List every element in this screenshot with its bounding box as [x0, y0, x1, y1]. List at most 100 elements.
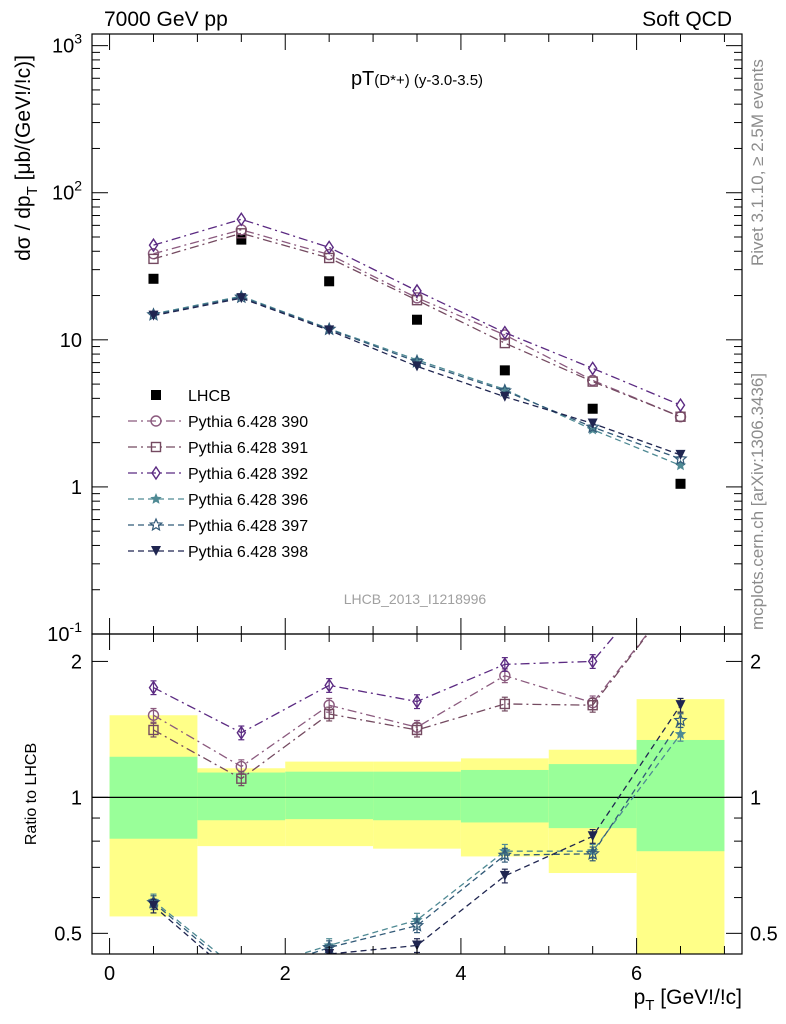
data-point	[673, 451, 688, 466]
ratio-point	[324, 678, 335, 693]
data-point	[148, 273, 159, 284]
ratio-point	[585, 846, 600, 860]
ratio-point	[587, 699, 598, 711]
main-series-group	[146, 212, 688, 489]
legend-marker	[151, 465, 161, 481]
data-point	[499, 325, 510, 340]
ratio-series-5	[148, 697, 686, 987]
ratio-point	[148, 724, 159, 736]
legend-label: LHCB	[188, 388, 231, 405]
ratio-point	[676, 587, 685, 596]
data-point	[324, 240, 335, 255]
ratio-series-0	[147, 587, 686, 775]
series-3	[148, 212, 686, 413]
stat-uncertainty-band	[636, 739, 725, 852]
legend-marker	[148, 517, 164, 532]
ratio-y-tick-label-right: 2	[750, 651, 761, 673]
y-tick-label: 1	[71, 477, 82, 499]
ratio-point	[409, 918, 425, 932]
ratio-point	[673, 712, 688, 727]
data-point	[148, 237, 159, 253]
header-left: 7000 GeV pp	[104, 8, 228, 31]
stat-uncertainty-band	[285, 771, 374, 820]
ratio-y-axis-title: Ratio to LHCB	[23, 743, 40, 845]
legend-marker	[150, 415, 162, 427]
data-point	[148, 253, 159, 265]
stat-uncertainty-band	[548, 764, 637, 829]
data-point	[587, 361, 598, 376]
ratio-point	[323, 708, 335, 720]
data-point	[236, 293, 247, 304]
legend-label: Pythia 6.428 392	[188, 466, 308, 483]
y-tick-label: 103	[52, 31, 82, 58]
ratio-point	[499, 657, 510, 672]
data-point	[587, 376, 598, 387]
ratio-bands	[109, 699, 725, 954]
ratio-point	[148, 900, 159, 911]
ratio-y-tick-label-right: 1	[750, 787, 761, 809]
y-axis-title: dσ / dpT [μb/(GeV!/!c)]	[12, 55, 41, 261]
reference-label: mcplots.cern.ch [arXiv:1306.3436]	[748, 372, 767, 630]
ratio-series-2	[148, 634, 617, 741]
ratio-point	[674, 728, 687, 740]
legend-label: Pythia 6.428 398	[188, 544, 308, 561]
ratio-point	[236, 971, 247, 982]
ratio-y-tick-label: 1	[71, 787, 82, 809]
ratio-y-tick-label: 0.5	[54, 923, 82, 945]
ratio-point	[412, 694, 422, 709]
series-line	[153, 218, 681, 406]
ratio-y-axis: 0.5 0.5 1 1 2 2	[54, 651, 778, 945]
series-0	[148, 234, 686, 489]
legend-label: Pythia 6.428 390	[188, 414, 308, 431]
ratio-point	[236, 725, 247, 741]
ratio-point	[499, 698, 511, 710]
data-point	[324, 325, 335, 336]
data-point	[587, 418, 598, 429]
x-tick-label: 4	[455, 963, 466, 985]
legend-marker	[150, 441, 162, 453]
ratio-y-tick-label-right: 0.5	[750, 923, 778, 945]
legend-marker	[150, 493, 162, 504]
x-tick-label: 6	[631, 963, 642, 985]
ratio-point	[587, 654, 598, 669]
data-point	[675, 397, 686, 413]
data-point	[236, 212, 247, 227]
legend-marker	[151, 546, 161, 556]
data-point	[236, 228, 247, 239]
ratio-point	[675, 700, 686, 711]
ratio-point	[499, 870, 510, 881]
ratio-point	[236, 966, 247, 977]
series-line	[153, 232, 681, 418]
ratio-point	[497, 847, 512, 862]
header-right: Soft QCD	[642, 8, 732, 31]
ratio-point	[148, 680, 159, 695]
data-point	[674, 411, 687, 423]
data-point	[412, 283, 422, 299]
stat-uncertainty-band	[460, 769, 549, 823]
data-point	[675, 449, 686, 460]
x-axis: 0 2 4 6	[104, 34, 725, 985]
ratio-point	[411, 724, 423, 736]
ratio-series-line	[153, 634, 649, 768]
ratio-point	[236, 977, 246, 987]
y-tick-label: 10-1	[47, 619, 82, 646]
data-point	[585, 419, 600, 434]
watermark-label: LHCB_2013_I1218996	[344, 591, 487, 607]
data-point	[587, 403, 598, 414]
data-point	[412, 314, 422, 325]
legend-marker	[151, 390, 161, 400]
x-axis-title: pT [GeV!/!c]	[634, 986, 742, 1014]
data-point	[148, 310, 159, 321]
legend: LHCB Pythia 6.428 390 Pythia 6.428 391 Pyth…	[128, 388, 308, 561]
data-point	[499, 391, 510, 402]
y-tick-label: 102	[52, 178, 82, 205]
ratio-point	[412, 940, 422, 951]
y-tick-label: 10	[60, 330, 82, 352]
ratio-point	[587, 831, 598, 842]
data-point	[324, 276, 335, 287]
data-point	[674, 459, 687, 471]
ratio-point	[676, 587, 686, 597]
data-point	[499, 365, 510, 376]
